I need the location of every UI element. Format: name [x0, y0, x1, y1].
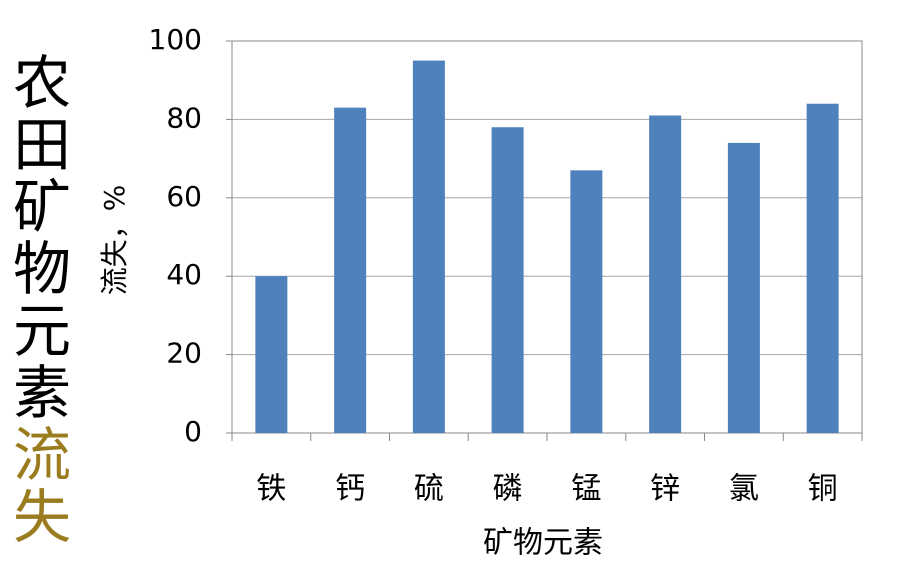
chart-title: 农田矿物元素流失	[3, 52, 71, 548]
bar	[727, 142, 760, 434]
y-tick-label: 100	[149, 23, 202, 56]
x-tick-label: 磷	[493, 472, 523, 507]
x-tick-label: 氯	[729, 472, 759, 507]
x-tick-label: 硫	[414, 472, 444, 507]
bar	[806, 103, 839, 433]
x-axis-label: 矿物元素	[483, 526, 603, 561]
plot-frame	[231, 40, 863, 434]
x-tick-label: 铜	[808, 472, 838, 507]
x-tick-label: 锰	[571, 472, 601, 507]
y-axis-label: 流失，%	[98, 185, 131, 296]
bar	[412, 60, 445, 433]
bar	[491, 127, 524, 434]
y-tick-label: 40	[166, 258, 202, 291]
y-tick-label: 20	[166, 337, 202, 370]
y-tick-label: 80	[166, 101, 202, 134]
bar	[570, 170, 603, 434]
x-tick-label: 钙	[335, 472, 365, 507]
title-part: 流失	[3, 424, 71, 548]
y-tick-label: 60	[166, 180, 202, 213]
y-tick-label: 0	[184, 415, 202, 448]
x-tick-label: 锌	[650, 472, 680, 507]
bar	[334, 107, 367, 433]
x-tick-label: 铁	[256, 472, 286, 507]
bar	[255, 276, 288, 433]
bar	[649, 115, 682, 433]
title-part: 农田矿物元素	[3, 52, 71, 424]
